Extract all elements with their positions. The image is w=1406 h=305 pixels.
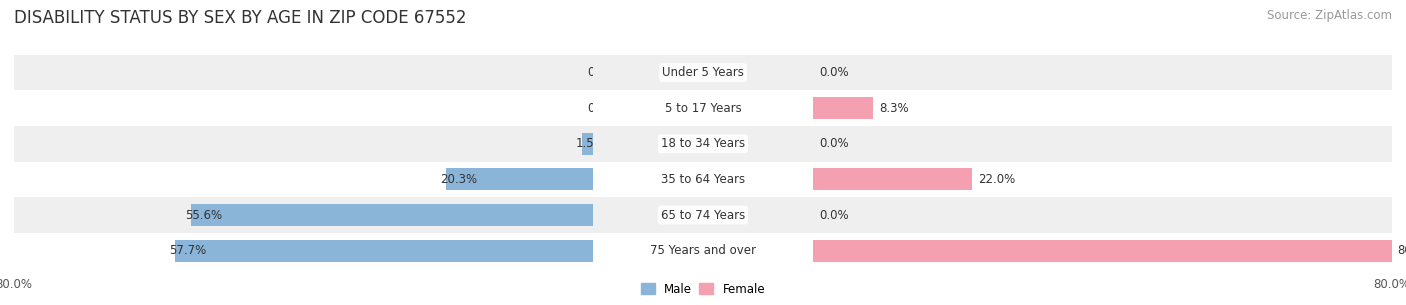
Bar [813,91,1392,126]
Text: 0.0%: 0.0% [586,66,617,79]
Bar [14,197,593,233]
Bar [593,197,813,233]
Text: 57.7%: 57.7% [170,244,207,257]
Bar [14,233,593,268]
Bar [14,91,593,126]
Text: DISABILITY STATUS BY SEX BY AGE IN ZIP CODE 67552: DISABILITY STATUS BY SEX BY AGE IN ZIP C… [14,9,467,27]
Bar [813,168,973,190]
Legend: Male, Female: Male, Female [637,279,769,299]
Text: 18 to 34 Years: 18 to 34 Years [661,137,745,150]
Bar [813,126,1392,162]
Bar [593,55,813,91]
Bar [813,233,1392,268]
Text: 80.0%: 80.0% [1398,244,1406,257]
Text: 35 to 64 Years: 35 to 64 Years [661,173,745,186]
Bar [593,233,813,268]
Bar [813,55,1392,91]
Text: 1.5%: 1.5% [576,137,606,150]
Bar [593,91,813,126]
Bar [593,197,813,233]
Bar [593,162,813,197]
Bar [813,97,873,119]
Bar [593,126,813,162]
Bar [446,168,593,190]
Text: 0.0%: 0.0% [820,66,849,79]
Bar [14,126,593,162]
Text: 65 to 74 Years: 65 to 74 Years [661,209,745,221]
Bar [176,240,593,262]
Bar [593,233,813,268]
Bar [813,162,1392,197]
Bar [14,162,593,197]
Text: 0.0%: 0.0% [820,209,849,221]
Bar [813,240,1392,262]
Text: 5 to 17 Years: 5 to 17 Years [665,102,741,115]
Text: 55.6%: 55.6% [184,209,222,221]
Bar [593,91,813,126]
Bar [593,162,813,197]
Text: 0.0%: 0.0% [820,137,849,150]
Text: 8.3%: 8.3% [879,102,908,115]
Bar [14,55,593,91]
Bar [593,55,813,91]
Bar [191,204,593,226]
Bar [813,197,1392,233]
Text: 75 Years and over: 75 Years and over [650,244,756,257]
Text: 20.3%: 20.3% [440,173,477,186]
Bar [593,126,813,162]
Text: 22.0%: 22.0% [979,173,1015,186]
Text: 0.0%: 0.0% [586,102,617,115]
Text: Under 5 Years: Under 5 Years [662,66,744,79]
Text: Source: ZipAtlas.com: Source: ZipAtlas.com [1267,9,1392,22]
Bar [582,133,593,155]
